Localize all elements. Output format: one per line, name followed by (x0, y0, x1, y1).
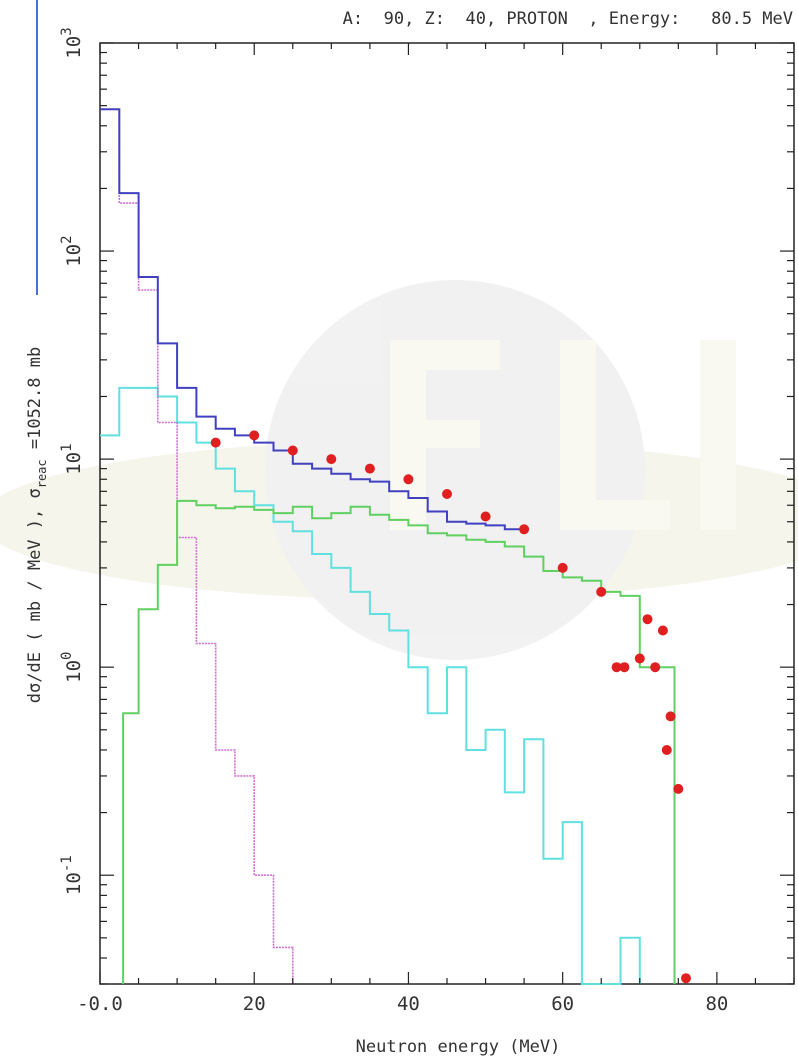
experiment-points (210, 430, 691, 984)
y-tick-label: 103 (59, 27, 85, 58)
x-tick-labels: -0.0 20 40 60 80 (77, 993, 728, 1015)
series-evaporation-line (100, 108, 294, 984)
experiment-point (249, 430, 260, 441)
experiment-point (442, 489, 452, 499)
experiment-point (287, 445, 298, 456)
y-axis-label-subscript: reac (35, 459, 49, 488)
y-axis-label-main: dσ/dE ( mb / MeV ), σ (25, 488, 45, 703)
experiment-point (619, 662, 630, 673)
y-axis-label: dσ/dE ( mb / MeV ), σreac =1052.8 mb (25, 347, 49, 703)
experiment-point (596, 586, 607, 597)
experiment-point (326, 454, 337, 465)
x-tick-label: 60 (551, 993, 574, 1015)
x-tick-label: 40 (397, 993, 420, 1015)
x-tick-label: 80 (705, 993, 728, 1015)
y-tick-labels: 10-1 100 101 102 103 (59, 27, 85, 895)
experiment-point (673, 783, 684, 794)
chart-title: A: 90, Z: 40, PROTON , Energy: 80.5 MeV (343, 9, 793, 29)
y-tick-label: 10-1 (59, 855, 85, 895)
series-preequilibrium-line (100, 386, 641, 985)
experiment-point (403, 474, 414, 485)
experiment-point (611, 662, 622, 673)
y-axis-label-value: =1052.8 mb (25, 347, 45, 460)
series-layer (100, 108, 676, 985)
x-axis-label: Neutron energy (MeV) (356, 1037, 561, 1057)
experiment-point (557, 562, 568, 573)
experiment-point (650, 662, 661, 673)
experiment-point (642, 614, 653, 625)
series-total-line (100, 108, 525, 531)
axis-ticks (99, 42, 795, 985)
watermark-logo (0, 280, 798, 660)
y-tick-label: 101 (59, 443, 85, 474)
experiment-point (210, 437, 221, 448)
experiment-point (681, 973, 691, 984)
x-tick-label: -0.0 (77, 993, 123, 1015)
experiment-point (665, 711, 676, 722)
experiment-point (634, 653, 645, 664)
y-tick-label: 100 (59, 652, 85, 683)
experiment-point (364, 463, 375, 474)
x-tick-label: 20 (243, 993, 266, 1015)
experiment-point (480, 511, 491, 522)
experiment-point (519, 524, 530, 535)
y-tick-label: 102 (59, 235, 85, 266)
series-direct-line (122, 499, 676, 984)
experiment-point (661, 745, 672, 755)
experiment-point (657, 625, 668, 636)
